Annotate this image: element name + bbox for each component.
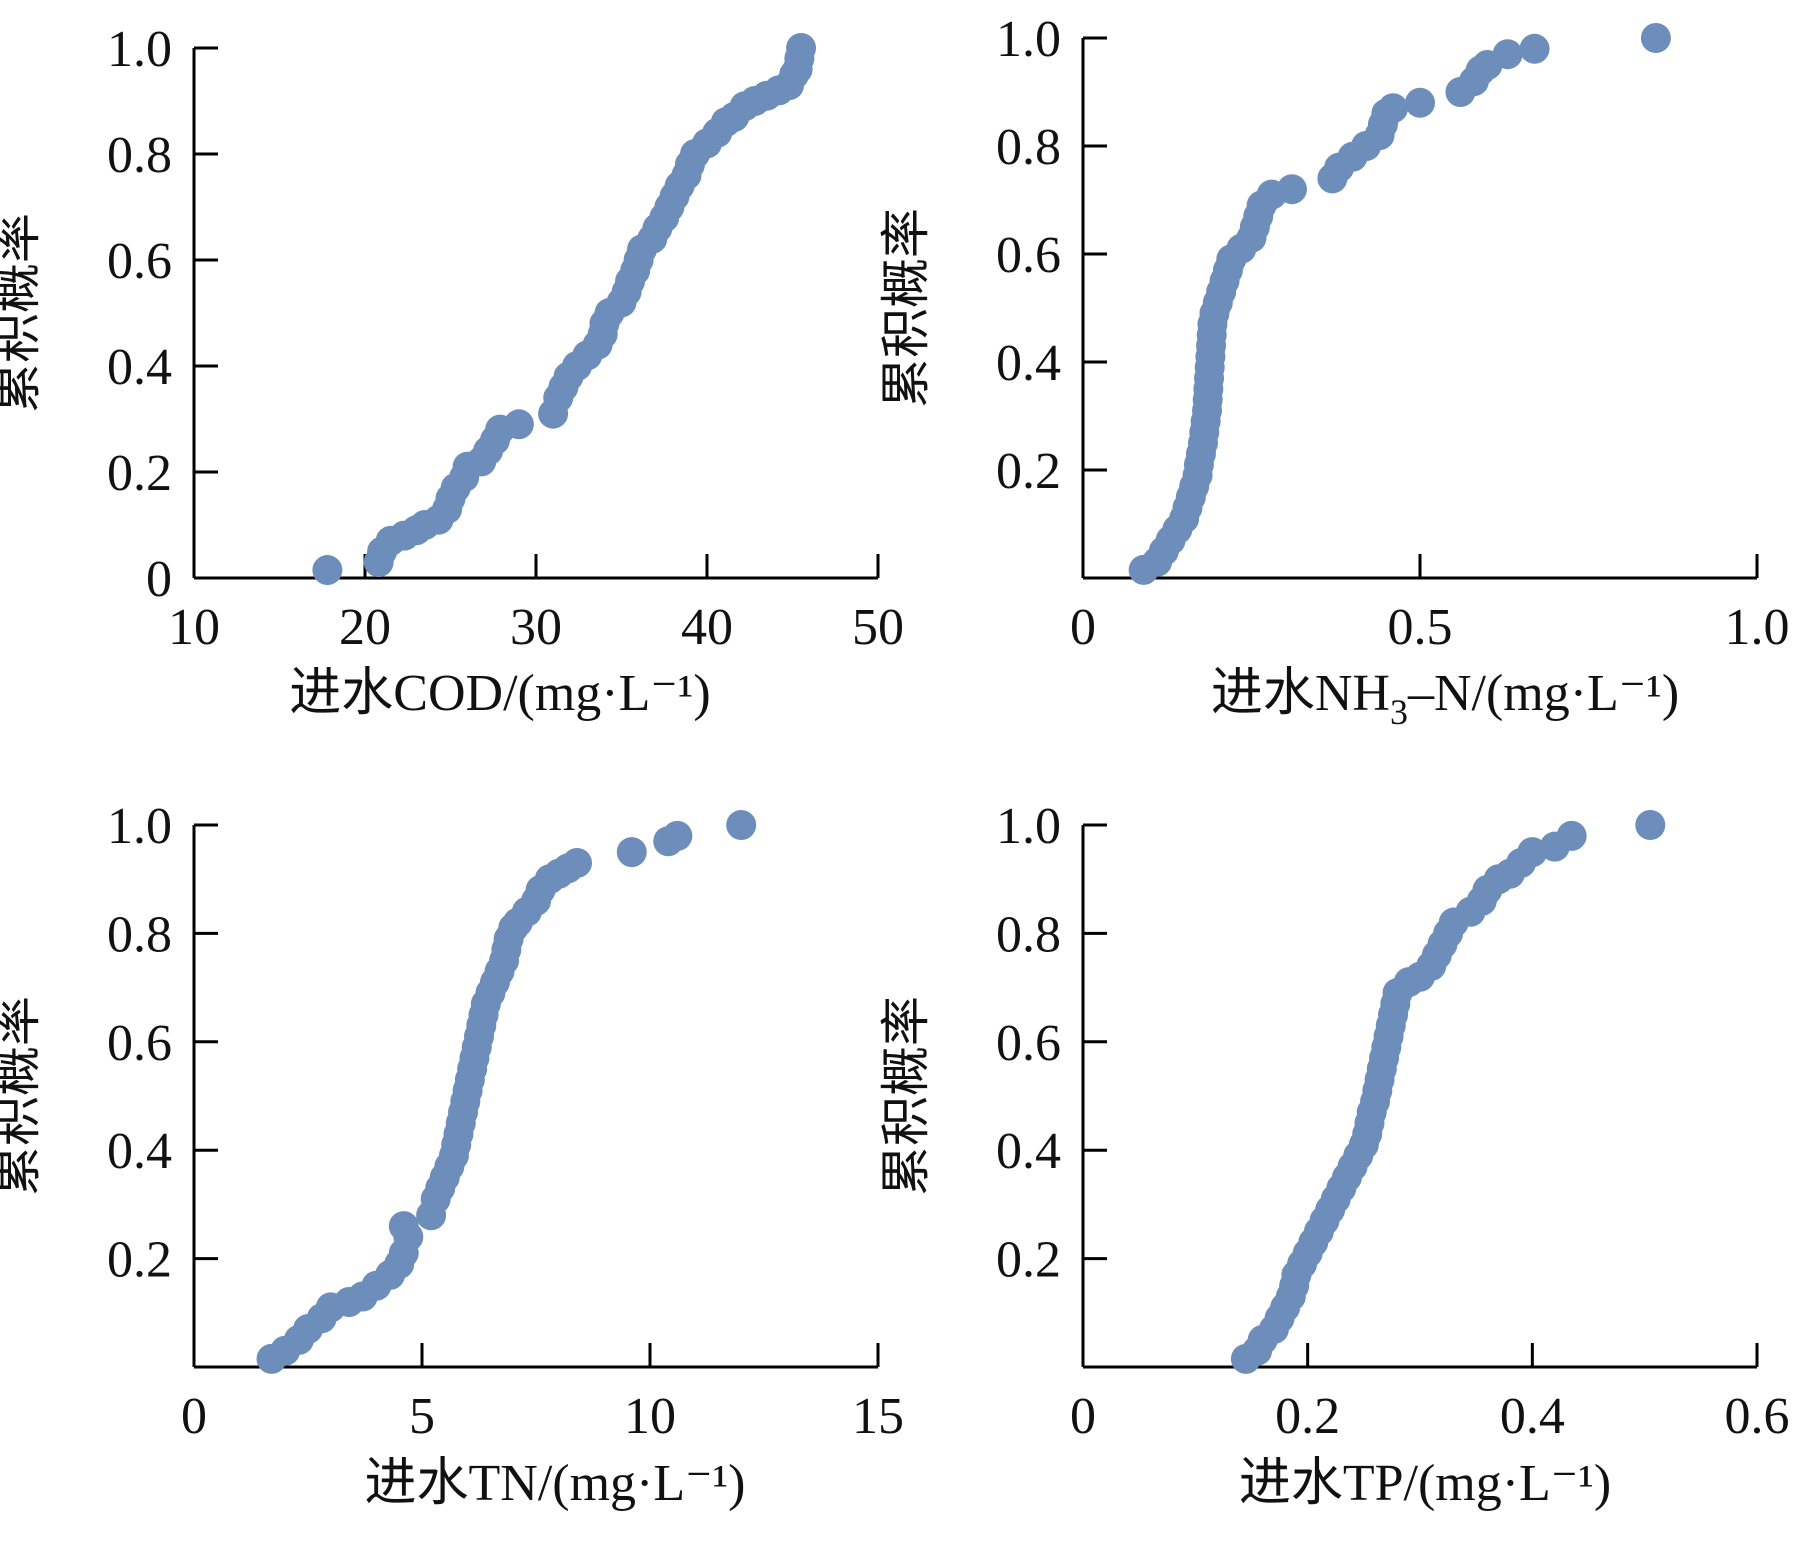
x-tick-label: 15 <box>852 1388 904 1445</box>
y-tick-label: 0.6 <box>107 1015 172 1072</box>
y-tick-label: 0.4 <box>107 1123 172 1180</box>
x-tick-label: 10 <box>624 1388 676 1445</box>
x-tick-label: 0.6 <box>1725 1388 1790 1445</box>
data-point <box>312 555 343 586</box>
y-tick-label: 0.6 <box>107 233 172 290</box>
data-point <box>503 409 534 440</box>
y-tick-label: 0.6 <box>996 227 1061 284</box>
x-axis-label: 进水NH3–N/(mg·L⁻¹) <box>1211 665 1679 732</box>
y-tick-label: 0.2 <box>996 1232 1061 1289</box>
x-tick-label: 1.0 <box>1725 599 1790 656</box>
data-point <box>1635 810 1666 840</box>
data-point <box>1276 174 1307 205</box>
x-tick-label: 0 <box>1070 599 1096 656</box>
y-tick-label: 1.0 <box>996 11 1061 68</box>
y-tick-label: 0.4 <box>996 1123 1061 1180</box>
data-point <box>1519 33 1550 64</box>
x-tick-label: 20 <box>339 599 391 656</box>
y-axis-label: 累积概率 <box>878 996 934 1196</box>
y-axis-label: 累积概率 <box>0 996 45 1196</box>
data-point <box>1378 93 1409 124</box>
y-tick-label: 0.4 <box>996 335 1061 392</box>
data-point <box>1640 23 1671 53</box>
x-tick-label: 40 <box>681 599 733 656</box>
x-tick-label: 30 <box>510 599 562 656</box>
x-tick-label: 0.2 <box>1275 1388 1340 1445</box>
chart-nh3n: 0 0.5 1.0 0.2 0.4 0.6 0.8 1.0 累积概率进水NH3–N/(mg·L⁻… <box>878 11 1790 732</box>
y-axis-label: 累积概率 <box>0 213 45 413</box>
y-tick-label: 0.2 <box>107 1232 172 1289</box>
data-point <box>1556 820 1587 851</box>
x-tick-label: 0.5 <box>1388 599 1453 656</box>
x-axis-label: 进水COD/(mg·L⁻¹) <box>289 665 710 722</box>
y-tick-label: 0.2 <box>107 445 172 502</box>
y-axis-label: 累积概率 <box>878 208 934 408</box>
y-tick-label: 0.4 <box>107 339 172 396</box>
data-point <box>662 820 693 851</box>
x-tick-label: 0 <box>181 1388 207 1445</box>
y-tick-label: 0.6 <box>996 1015 1061 1072</box>
chart-tp: 0 0.2 0.4 0.6 0.2 0.4 0.6 0.8 1.0 累积概率进水TP/(mg·L⁻… <box>878 798 1790 1512</box>
data-point <box>388 1211 419 1242</box>
data-point <box>616 837 647 868</box>
data-point <box>1492 39 1523 70</box>
y-tick-label: 1.0 <box>107 21 172 78</box>
y-tick-label: 0.8 <box>996 906 1061 963</box>
y-tick-label: 0.2 <box>996 443 1061 500</box>
data-point <box>562 847 593 878</box>
x-tick-label: 0 <box>1070 1388 1096 1445</box>
data-point <box>1405 87 1435 118</box>
data-point <box>1517 837 1548 868</box>
data-point <box>786 33 817 63</box>
data-point <box>726 810 757 840</box>
y-tick-label: 1.0 <box>996 798 1061 855</box>
chart-cod: 10 20 30 40 50 0 0.2 0.4 0.6 0.8 1.0 累积概率进水COD/(mg·… <box>0 21 904 722</box>
x-tick-label: 50 <box>852 599 904 656</box>
x-tick-label: 0.4 <box>1500 1388 1565 1445</box>
y-tick-label: 0.8 <box>107 127 172 184</box>
x-axis-label: 进水TP/(mg·L⁻¹) <box>1239 1455 1611 1512</box>
x-tick-label: 10 <box>168 599 220 656</box>
y-tick-label: 0 <box>146 551 172 608</box>
y-tick-label: 0.8 <box>107 906 172 963</box>
x-axis-label: 进水TN/(mg·L⁻¹) <box>365 1455 746 1512</box>
y-tick-label: 0.8 <box>996 119 1061 176</box>
x-tick-label: 5 <box>409 1388 435 1445</box>
y-tick-label: 1.0 <box>107 798 172 855</box>
